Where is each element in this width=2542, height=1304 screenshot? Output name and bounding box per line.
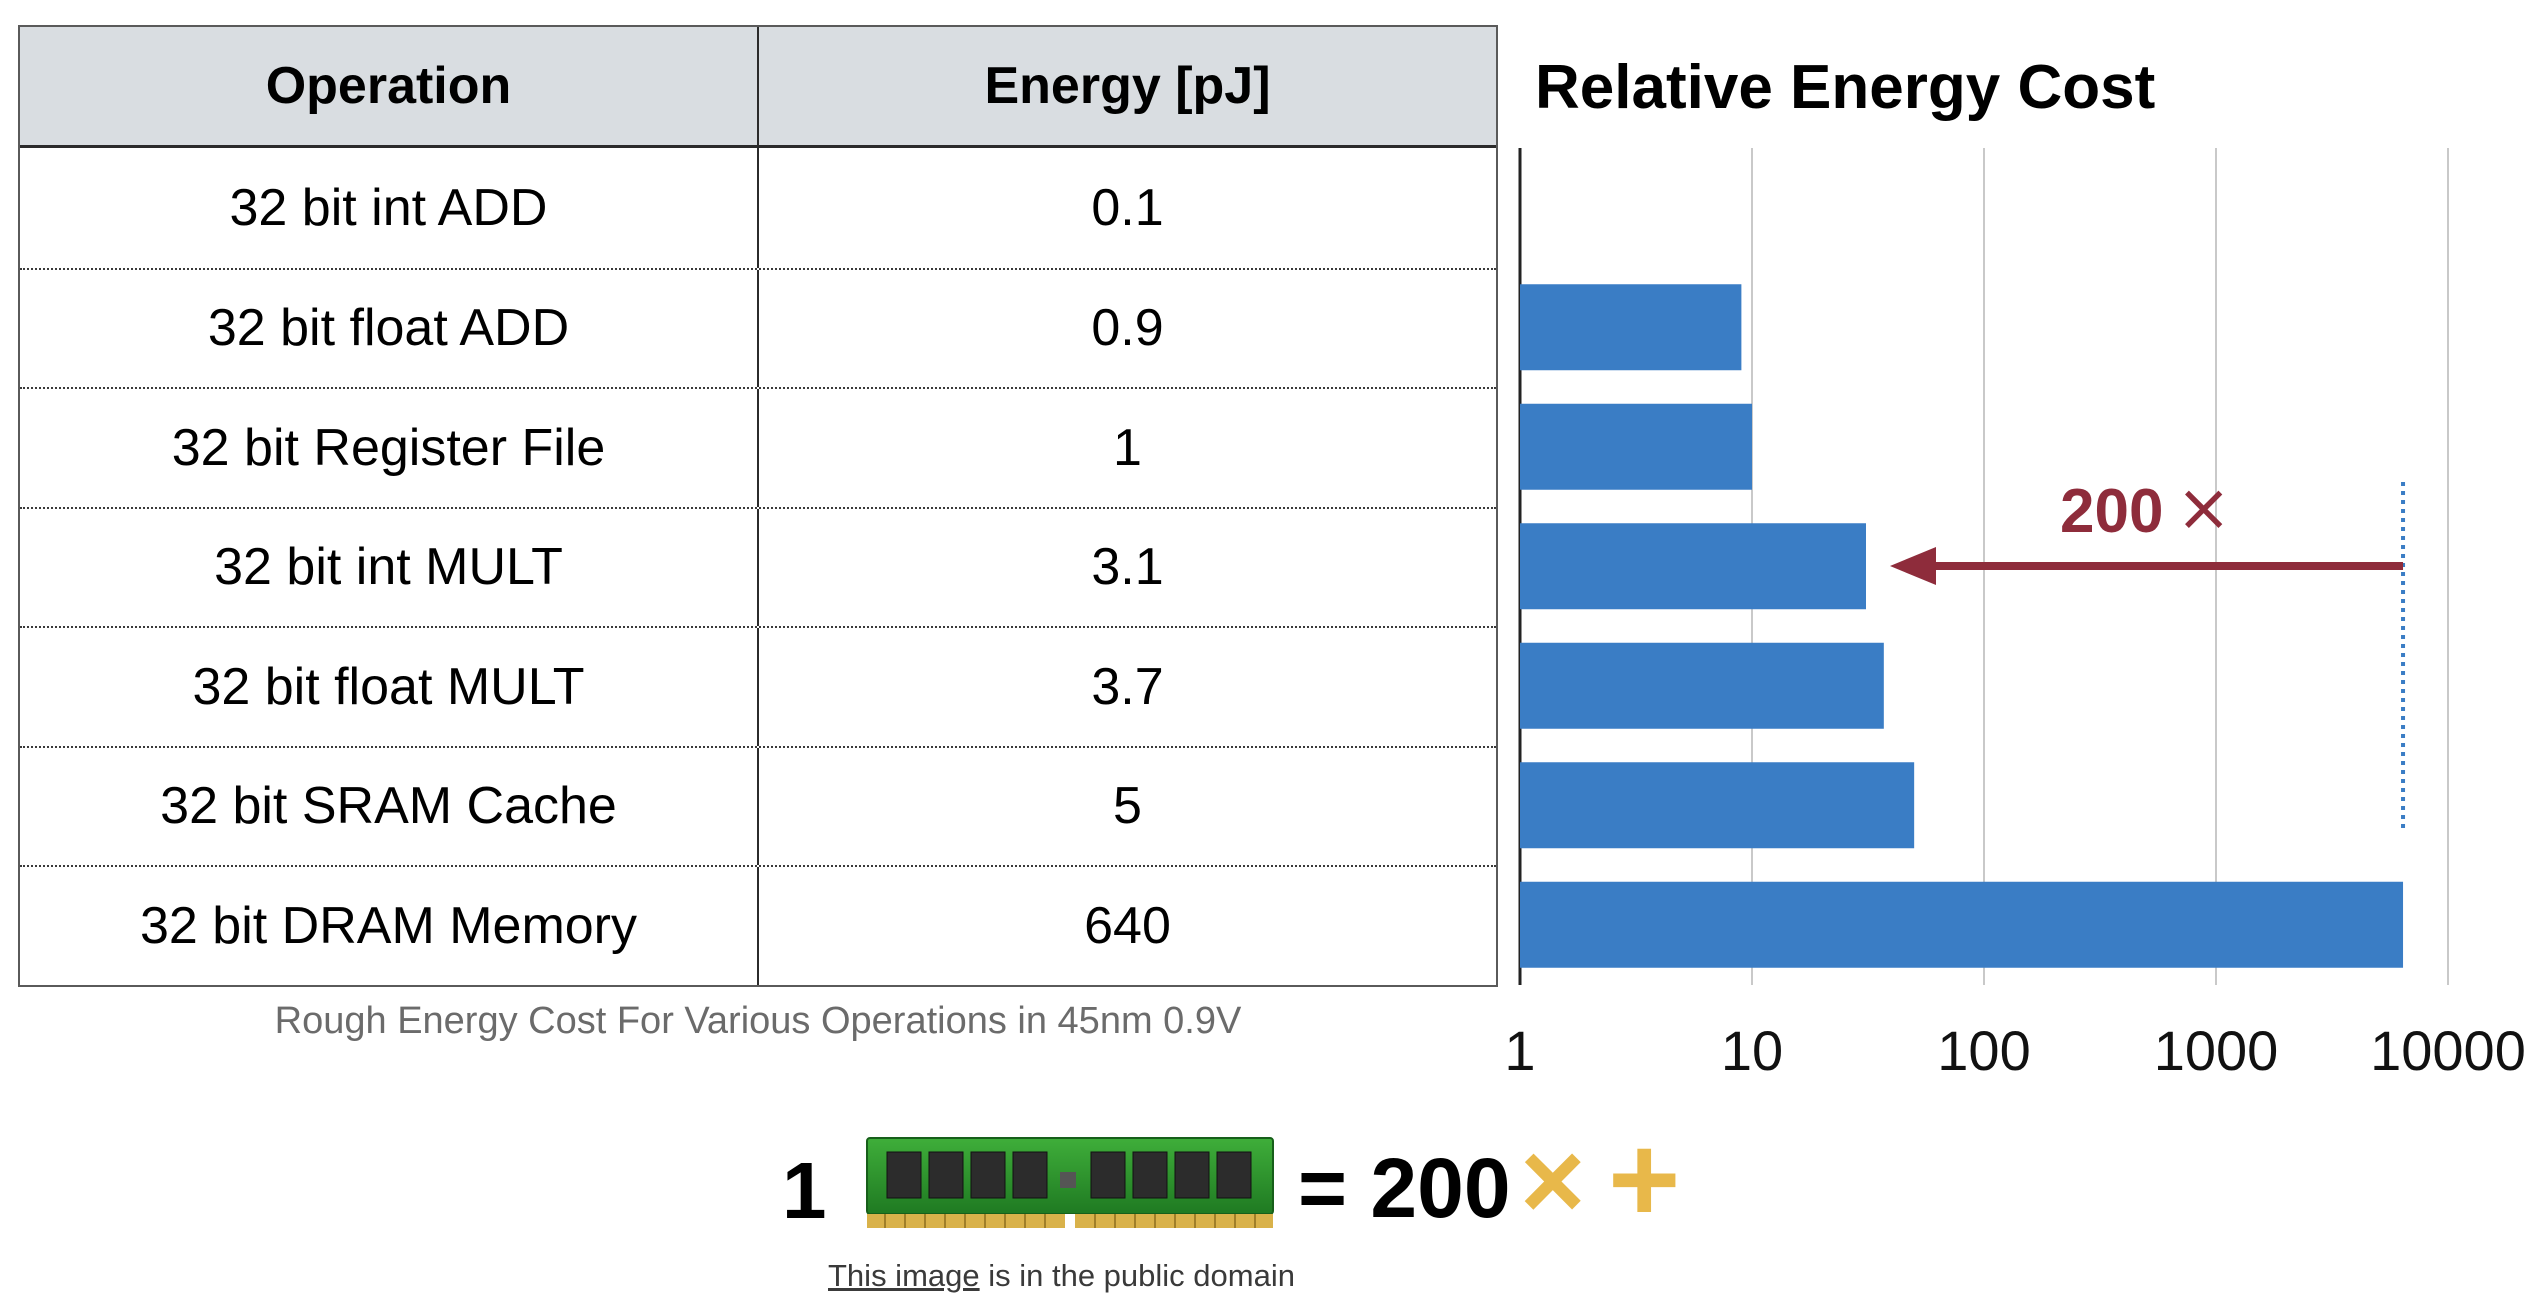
energy-cell: 5 bbox=[1113, 777, 1142, 836]
table-row: 32 bit DRAM Memory 640 bbox=[20, 865, 1496, 985]
operation-cell: 32 bit SRAM Cache bbox=[20, 747, 759, 865]
bar-1 bbox=[1520, 284, 1742, 371]
energy-cell: 1 bbox=[1113, 418, 1142, 477]
chart-title: Relative Energy Cost bbox=[1535, 53, 2156, 122]
bar-2 bbox=[1520, 403, 1752, 490]
x-tick-label: 10000 bbox=[2370, 1019, 2526, 1082]
table-row: 32 bit float ADD 0.9 bbox=[20, 267, 1496, 387]
arrow-head bbox=[1889, 547, 1936, 585]
table-row: 32 bit int MULT 3.1 bbox=[20, 506, 1496, 626]
operation-cell: 32 bit int ADD bbox=[20, 148, 759, 268]
operation-cell: 32 bit int MULT bbox=[20, 508, 759, 626]
bar-5 bbox=[1520, 762, 1915, 849]
plus-icon: + bbox=[1608, 1111, 1681, 1249]
table-header-row: Operation Energy [pJ] bbox=[20, 27, 1496, 148]
image-credit-text: is in the public domain bbox=[979, 1258, 1295, 1293]
dram-module-image bbox=[866, 1137, 1274, 1228]
operation-cell: 32 bit DRAM Memory bbox=[20, 867, 759, 985]
bar-4 bbox=[1520, 642, 1884, 729]
header-energy: Energy [pJ] bbox=[984, 57, 1271, 115]
x-tick-label: 100 bbox=[1937, 1019, 2030, 1082]
annotation-times-icon: × bbox=[2176, 469, 2231, 546]
x-tick-label: 1000 bbox=[2154, 1019, 2279, 1082]
table-row: 32 bit Register File 1 bbox=[20, 387, 1496, 507]
table-row: 32 bit SRAM Cache 5 bbox=[20, 745, 1496, 865]
energy-cell: 0.1 bbox=[1091, 178, 1164, 237]
operation-cell: 32 bit float MULT bbox=[20, 628, 759, 746]
table-row: 32 bit float MULT 3.7 bbox=[20, 626, 1496, 746]
operation-cell: 32 bit float ADD bbox=[20, 269, 759, 387]
x-tick-label: 10 bbox=[1721, 1019, 1783, 1082]
energy-table: Operation Energy [pJ] 32 bit int ADD 0.1… bbox=[18, 25, 1498, 987]
image-credit-link[interactable]: This image bbox=[828, 1258, 980, 1293]
equation-one: 1 bbox=[782, 1146, 827, 1235]
annotation-label: 200 bbox=[2060, 477, 2163, 546]
bar-6 bbox=[1520, 881, 2404, 968]
operation-cell: 32 bit Register File bbox=[20, 389, 759, 507]
relative-energy-chart: 1 10 100 1000 10000 200 × bbox=[1504, 148, 2526, 1082]
x-tick-label: 1 bbox=[1504, 1019, 1535, 1082]
energy-cell: 3.1 bbox=[1091, 538, 1164, 597]
equation-value: = 200 bbox=[1298, 1141, 1511, 1235]
bar-3 bbox=[1520, 523, 1866, 610]
energy-cell: 0.9 bbox=[1091, 299, 1164, 358]
table-row: 32 bit int ADD 0.1 bbox=[20, 148, 1496, 268]
table-caption: Rough Energy Cost For Various Operations… bbox=[274, 1000, 1242, 1042]
header-operation: Operation bbox=[20, 27, 759, 145]
image-credit: This image is in the public domain bbox=[828, 1258, 1295, 1294]
energy-cell: 640 bbox=[1084, 896, 1171, 955]
energy-cell: 3.7 bbox=[1091, 657, 1164, 716]
times-icon: × bbox=[1520, 1118, 1586, 1243]
